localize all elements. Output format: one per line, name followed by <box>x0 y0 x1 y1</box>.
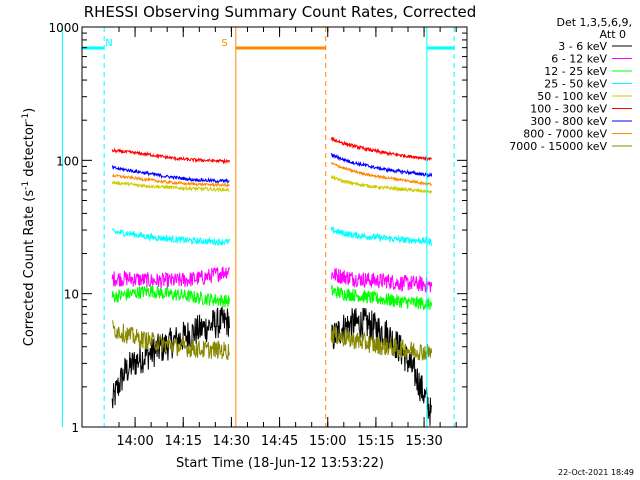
series-800-7000-kev-trace-2 <box>330 162 433 187</box>
x-axis-label: Start Time (18-Jun-12 13:53:22) <box>176 456 384 471</box>
y-axis-label-main: Corrected Count Rate (s <box>22 190 37 347</box>
series-7000-15000-kev-trace-2 <box>330 326 433 361</box>
series-3-6-kev-trace-1 <box>111 306 230 409</box>
series-300-800-kev-trace-1 <box>111 164 230 184</box>
legend-label-6-12-kev: 6 - 12 keV <box>551 53 607 66</box>
legend-header-line2: Att 0 <box>600 28 626 41</box>
legend-label-12-25-kev: 12 - 25 keV <box>544 65 607 78</box>
x-tick-label: 14:00 <box>116 434 153 449</box>
legend-label-100-300-kev: 100 - 300 keV <box>530 103 607 116</box>
plot-data <box>111 136 433 426</box>
x-tick-label: 15:30 <box>405 434 442 449</box>
series-25-50-kev-trace-1 <box>111 227 230 247</box>
axes: 1 10 100 1000 14:00 14:15 14:30 14:45 15:00 15:15… <box>48 21 467 449</box>
plot-frame <box>81 26 468 428</box>
series-12-25-kev-trace-2 <box>330 284 433 311</box>
y-tick-label: 100 <box>56 154 79 168</box>
series-6-12-kev-trace-1 <box>111 266 230 289</box>
series-100-300-kev-trace-2 <box>330 136 433 162</box>
y-axis-label-end: ) <box>22 108 37 113</box>
footer-timestamp: 22-Oct-2021 18:49 <box>558 468 634 477</box>
x-tick-label: 14:30 <box>213 434 250 449</box>
series-7000-15000-kev-trace-1 <box>111 320 230 360</box>
chart-title: RHESSI Observing Summary Count Rates, Co… <box>84 3 477 21</box>
series-50-100-kev-trace-2 <box>330 174 433 195</box>
series-25-50-kev-trace-2 <box>330 225 433 247</box>
x-tick-label: 14:45 <box>261 434 298 449</box>
legend-label-800-7000-kev: 800 - 7000 keV <box>523 128 607 141</box>
x-tick-label: 15:00 <box>309 434 346 449</box>
legend-label-25-50-kev: 25 - 50 keV <box>544 78 607 91</box>
series-800-7000-kev-trace-1 <box>111 173 230 188</box>
series-12-25-kev-trace-1 <box>111 285 230 308</box>
legend-header-line1: Det 1,3,5,6,9, <box>556 16 632 29</box>
series-300-800-kev-trace-2 <box>330 152 433 179</box>
legend-label-7000-15000-kev: 7000 - 15000 keV <box>509 140 607 153</box>
series-100-300-kev-trace-1 <box>111 147 230 165</box>
y-axis-label-sup2: -1 <box>21 113 31 122</box>
x-tick-label: 15:15 <box>357 434 394 449</box>
series-50-100-kev-trace-1 <box>111 180 230 193</box>
legend-label-300-800-kev: 300 - 800 keV <box>530 115 607 128</box>
y-tick-label: 1 <box>71 421 79 435</box>
flag-label-s: S <box>221 38 227 49</box>
y-tick-label: 1000 <box>48 21 79 35</box>
x-tick-label: 14:15 <box>165 434 202 449</box>
series-3-6-kev-trace-2 <box>330 307 433 426</box>
series-6-12-kev-trace-2 <box>330 268 433 293</box>
y-axis-label-sup1: -1 <box>21 181 31 190</box>
y-tick-label: 10 <box>64 288 79 302</box>
y-axis-label: Corrected Count Rate (s-1 detector-1) <box>21 108 37 346</box>
y-axis-label-mid: detector <box>22 121 37 181</box>
legend-label-3-6-kev: 3 - 6 keV <box>558 40 607 53</box>
legend-label-50-100-kev: 50 - 100 keV <box>537 90 607 103</box>
flag-label-n: N <box>105 38 112 49</box>
